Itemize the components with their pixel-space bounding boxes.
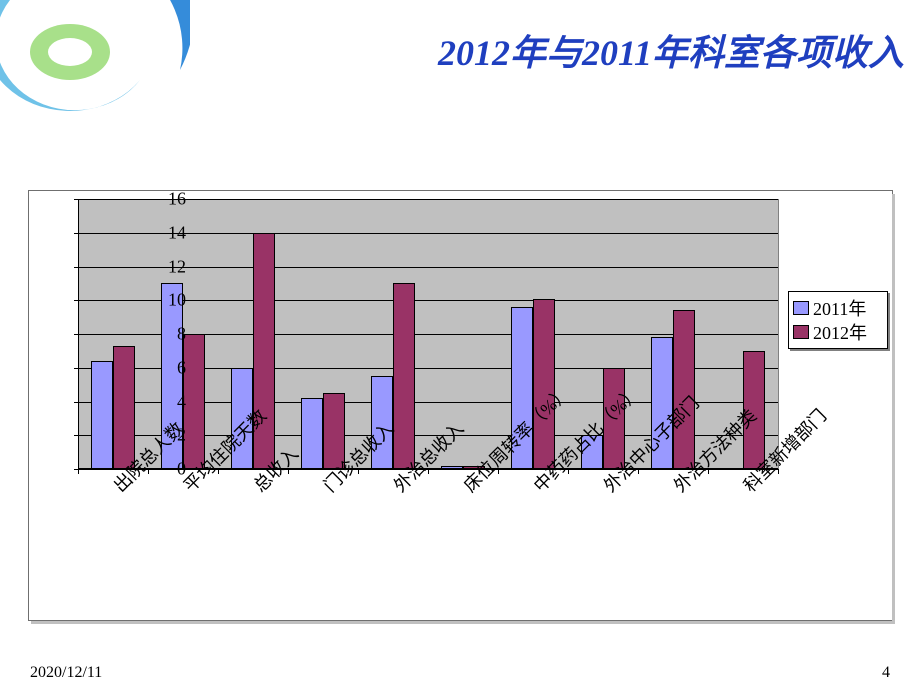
chart-x-tick-label: 床位周转率（%） bbox=[457, 479, 475, 497]
legend-label: 2012年 bbox=[813, 319, 867, 345]
slide-title: 2012年与2011年科室各项收入 bbox=[180, 24, 904, 76]
chart-y-tick-label: 6 bbox=[146, 357, 186, 378]
chart-bar bbox=[301, 398, 323, 469]
chart-y-tick-label: 16 bbox=[146, 189, 186, 210]
chart-y-tick-label: 8 bbox=[146, 324, 186, 345]
chart-bar bbox=[533, 299, 555, 469]
chart-bar bbox=[113, 346, 135, 469]
decor-swirl-icon bbox=[0, 0, 190, 140]
chart-x-tick-label: 总收入 bbox=[247, 479, 265, 497]
chart-bar bbox=[183, 334, 205, 469]
chart-y-tick-label: 12 bbox=[146, 256, 186, 277]
chart-y-tick-label: 10 bbox=[146, 290, 186, 311]
chart-bar bbox=[673, 310, 695, 469]
legend-label: 2011年 bbox=[813, 295, 866, 321]
chart-x-tick-label: 科室新增部门 bbox=[737, 479, 755, 497]
chart-y-tick-label: 14 bbox=[146, 222, 186, 243]
chart-x-tick-label: 平均住院天数 bbox=[177, 479, 195, 497]
footer-date: 2020/12/11 bbox=[30, 664, 102, 682]
legend-swatch-icon bbox=[793, 325, 809, 339]
slide: 2012年与2011年科室各项收入 0246810121416 出院总人数平均住… bbox=[0, 0, 920, 690]
chart-x-tick-label: 门诊总收入 bbox=[317, 479, 335, 497]
chart-x-labels: 出院总人数 平均住院天数 总收入 门诊总收入 外治总收入 床位周转率（%） 中药药占比（%）… bbox=[78, 473, 778, 623]
chart-bar bbox=[323, 393, 345, 469]
chart-bar bbox=[393, 283, 415, 469]
chart-x-tick-label: 出院总人数 bbox=[107, 479, 125, 497]
chart-x-tick-label: 外治方法种类 bbox=[667, 479, 685, 497]
legend-item: 2012年 bbox=[791, 320, 885, 344]
legend-swatch-icon bbox=[793, 301, 809, 315]
chart-x-tick-label: 外治中心子部门 bbox=[597, 479, 615, 497]
chart-x-tick-label: 中药药占比（%） bbox=[527, 479, 545, 497]
chart-container: 0246810121416 出院总人数平均住院天数总收入门诊总收入外治总收入床位… bbox=[28, 190, 893, 621]
chart-legend: 2011年2012年 bbox=[788, 291, 888, 349]
chart-bar bbox=[91, 361, 113, 469]
chart-x-tick-label: 外治总收入 bbox=[387, 479, 405, 497]
chart-bar bbox=[441, 466, 463, 469]
legend-item: 2011年 bbox=[791, 296, 885, 320]
footer-page-number: 4 bbox=[882, 664, 890, 682]
chart-y-tick-label: 4 bbox=[146, 391, 186, 412]
